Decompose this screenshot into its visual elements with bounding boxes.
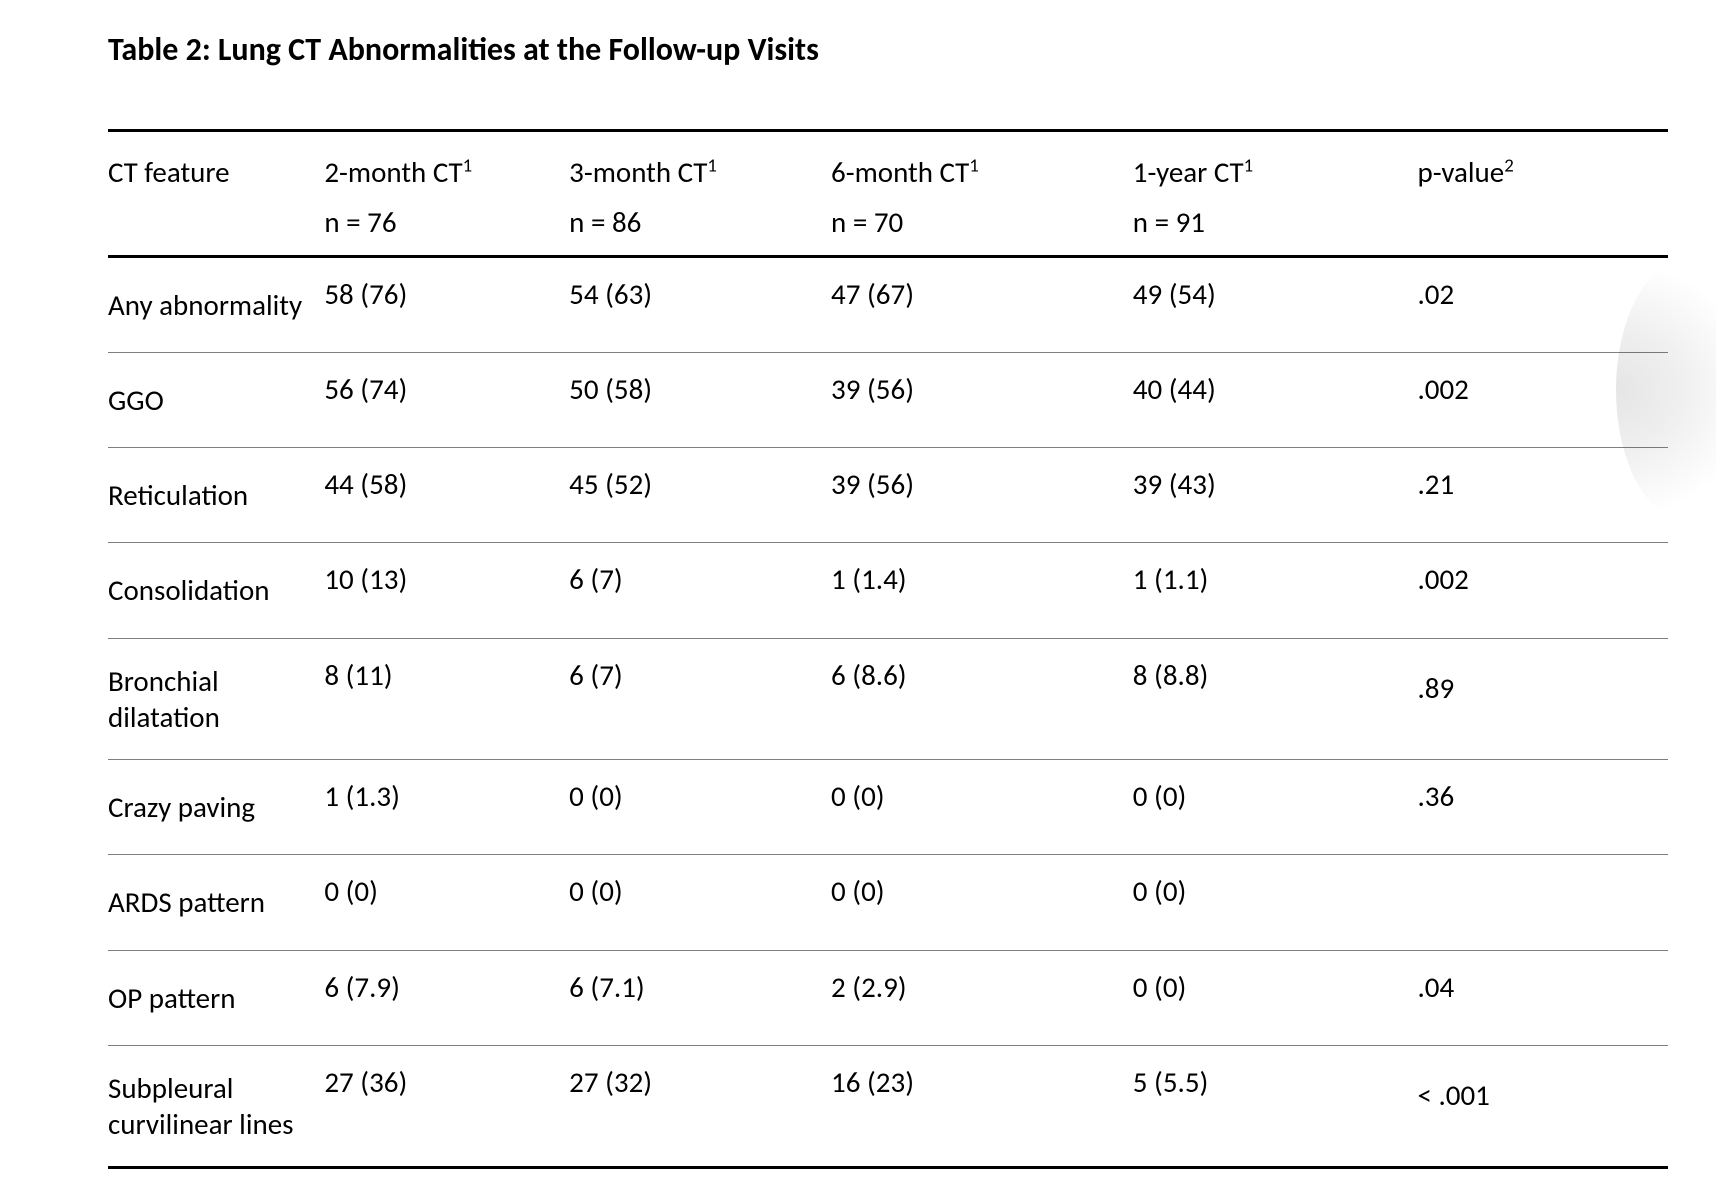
col-header-pvalue: p-value2 [1417,131,1668,199]
value-2month: 0 (0) [324,855,569,950]
value-2month: 27 (36) [324,1045,569,1168]
value-3month: 0 (0) [569,855,831,950]
col-subheader-6month: n = 70 [831,198,1133,256]
table-row: Consolidation10 (13)6 (7)1 (1.4)1 (1.1).… [108,543,1668,638]
table-body: Any abnormality58 (76)54 (63)47 (67)49 (… [108,256,1668,1168]
col-header-6month: 6-month CT1 [831,131,1133,199]
feature-cell: GGO [108,352,324,447]
value-6month: 0 (0) [831,855,1133,950]
value-6month: 1 (1.4) [831,543,1133,638]
value-2month: 56 (74) [324,352,569,447]
feature-cell: Any abnormality [108,256,324,352]
value-6month: 39 (56) [831,352,1133,447]
col-subheader-pvalue [1417,198,1668,256]
table-row: Bronchial dilatation8 (11)6 (7)6 (8.6)8 … [108,638,1668,760]
value-1year: 0 (0) [1133,950,1418,1045]
value-2month: 8 (11) [324,638,569,760]
feature-cell: ARDS pattern [108,855,324,950]
feature-cell: Bronchial dilatation [108,638,324,760]
value-1year: 49 (54) [1133,256,1418,352]
col-subheader-3month: n = 86 [569,198,831,256]
table-row: GGO56 (74)50 (58)39 (56)40 (44).002 [108,352,1668,447]
value-pvalue: < .001 [1417,1045,1668,1168]
table-row: OP pattern6 (7.9)6 (7.1)2 (2.9)0 (0).04 [108,950,1668,1045]
value-1year: 0 (0) [1133,760,1418,855]
value-6month: 39 (56) [831,448,1133,543]
value-pvalue: .04 [1417,950,1668,1045]
feature-cell: Reticulation [108,448,324,543]
feature-cell: Crazy paving [108,760,324,855]
ct-abnormalities-table: CT feature 2-month CT1 3-month CT1 6-mon… [108,129,1668,1169]
value-3month: 27 (32) [569,1045,831,1168]
value-3month: 6 (7) [569,543,831,638]
table-row: Reticulation44 (58)45 (52)39 (56)39 (43)… [108,448,1668,543]
table-header: CT feature 2-month CT1 3-month CT1 6-mon… [108,131,1668,257]
value-2month: 44 (58) [324,448,569,543]
value-3month: 54 (63) [569,256,831,352]
value-pvalue: .002 [1417,543,1668,638]
table-row: Subpleural curvilinear lines27 (36)27 (3… [108,1045,1668,1168]
table-title: Table 2: Lung CT Abnormalities at the Fo… [108,30,1676,69]
feature-cell: Consolidation [108,543,324,638]
value-2month: 1 (1.3) [324,760,569,855]
value-3month: 50 (58) [569,352,831,447]
value-1year: 40 (44) [1133,352,1418,447]
table-row: ARDS pattern0 (0)0 (0)0 (0)0 (0) [108,855,1668,950]
value-6month: 2 (2.9) [831,950,1133,1045]
value-pvalue: .02 [1417,256,1668,352]
table-row: Crazy paving1 (1.3)0 (0)0 (0)0 (0).36 [108,760,1668,855]
value-3month: 6 (7.1) [569,950,831,1045]
col-subheader-feature [108,198,324,256]
value-pvalue: .002 [1417,352,1668,447]
value-1year: 39 (43) [1133,448,1418,543]
value-pvalue [1417,855,1668,950]
value-pvalue: .36 [1417,760,1668,855]
value-3month: 6 (7) [569,638,831,760]
feature-cell: OP pattern [108,950,324,1045]
value-2month: 6 (7.9) [324,950,569,1045]
value-6month: 6 (8.6) [831,638,1133,760]
col-header-feature: CT feature [108,131,324,199]
value-6month: 0 (0) [831,760,1133,855]
value-6month: 47 (67) [831,256,1133,352]
document-page: Table 2: Lung CT Abnormalities at the Fo… [0,0,1716,1199]
value-2month: 10 (13) [324,543,569,638]
col-header-1year: 1-year CT1 [1133,131,1418,199]
value-pvalue: .89 [1417,638,1668,760]
col-subheader-2month: n = 76 [324,198,569,256]
col-header-2month: 2-month CT1 [324,131,569,199]
value-6month: 16 (23) [831,1045,1133,1168]
value-3month: 45 (52) [569,448,831,543]
value-3month: 0 (0) [569,760,831,855]
value-2month: 58 (76) [324,256,569,352]
table-row: Any abnormality58 (76)54 (63)47 (67)49 (… [108,256,1668,352]
value-1year: 0 (0) [1133,855,1418,950]
value-1year: 5 (5.5) [1133,1045,1418,1168]
value-pvalue: .21 [1417,448,1668,543]
feature-cell: Subpleural curvilinear lines [108,1045,324,1168]
value-1year: 1 (1.1) [1133,543,1418,638]
col-subheader-1year: n = 91 [1133,198,1418,256]
col-header-3month: 3-month CT1 [569,131,831,199]
value-1year: 8 (8.8) [1133,638,1418,760]
